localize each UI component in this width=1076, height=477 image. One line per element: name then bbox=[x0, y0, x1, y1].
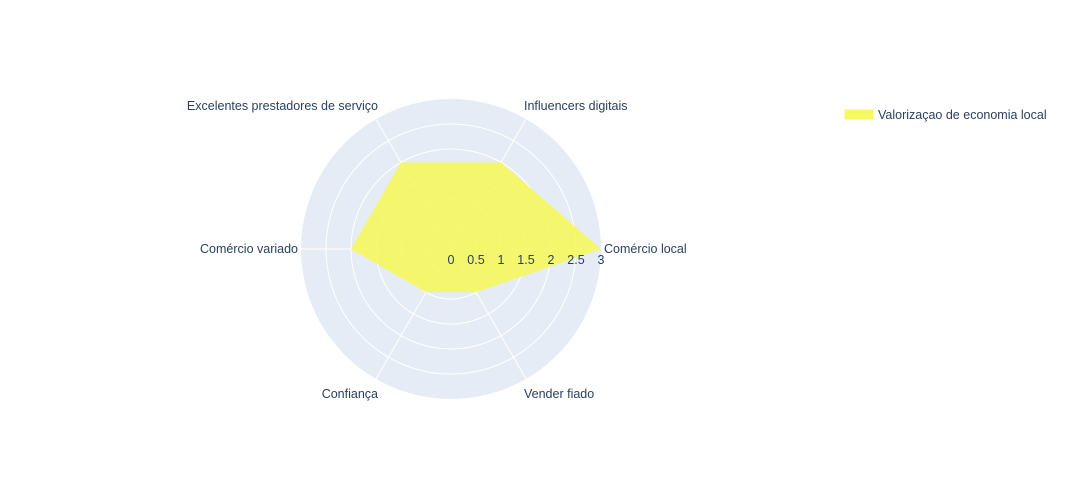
category-label: Confiança bbox=[322, 387, 378, 401]
radial-tick-label: 0 bbox=[448, 253, 455, 267]
category-label: Influencers digitais bbox=[524, 99, 628, 113]
series-area bbox=[351, 162, 601, 293]
legend[interactable]: Valorizaçao de economia local bbox=[844, 108, 1047, 122]
category-labels: Comércio local Influencers digitais Excele… bbox=[187, 99, 687, 401]
radial-tick-labels: 0 0.5 1 1.5 2 2.5 3 bbox=[448, 253, 605, 267]
category-label: Comércio variado bbox=[200, 242, 298, 256]
radial-tick-label: 1 bbox=[498, 253, 505, 267]
category-label: Excelentes prestadores de serviço bbox=[187, 99, 378, 113]
category-label: Comércio local bbox=[604, 242, 687, 256]
category-label: Vender fiado bbox=[524, 387, 594, 401]
radial-tick-label: 2.5 bbox=[567, 253, 584, 267]
radial-tick-label: 2 bbox=[548, 253, 555, 267]
legend-series-label: Valorizaçao de economia local bbox=[878, 108, 1047, 122]
radial-tick-label: 0.5 bbox=[467, 253, 484, 267]
radial-tick-label: 1.5 bbox=[517, 253, 534, 267]
radial-tick-label: 3 bbox=[598, 253, 605, 267]
legend-swatch bbox=[844, 109, 874, 120]
